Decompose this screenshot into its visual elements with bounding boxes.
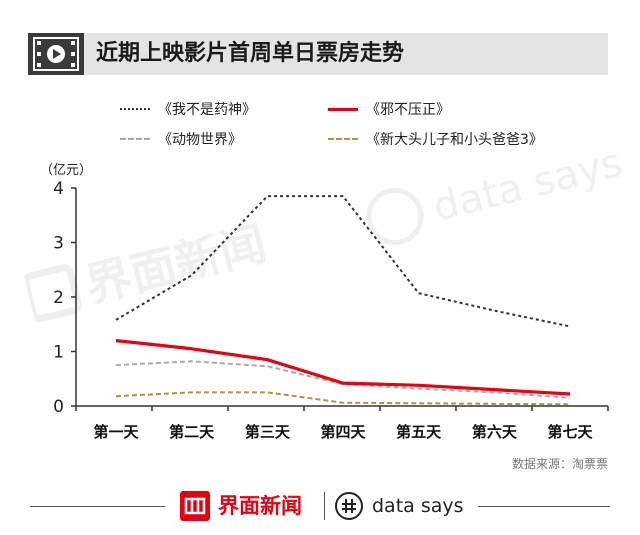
x-tick-label: 第六天 bbox=[472, 423, 518, 441]
footer-brand: 界面新闻 data says bbox=[180, 488, 470, 524]
y-tick-label: 1 bbox=[53, 343, 64, 363]
legend-swatch bbox=[328, 138, 358, 140]
series-line bbox=[115, 195, 571, 328]
legend-label: 《邪不压正》 bbox=[366, 102, 450, 118]
x-tick-label: 第二天 bbox=[169, 423, 215, 441]
legend-item: 《新大头儿子和小头爸爸3》 bbox=[328, 128, 543, 150]
data-source: 数据来源：淘票票 bbox=[511, 457, 608, 471]
film-play-icon bbox=[28, 33, 84, 75]
datasays-logo-icon bbox=[334, 491, 364, 521]
x-tick-label: 第四天 bbox=[320, 423, 366, 441]
brand-name-en: data says bbox=[372, 495, 464, 517]
chart-header: 近期上映影片首周单日票房走势 bbox=[28, 33, 608, 75]
legend-item: 《我不是药神》 bbox=[120, 98, 256, 120]
x-tick-label: 第五天 bbox=[396, 423, 442, 441]
legend-swatch bbox=[328, 107, 358, 111]
y-tick-label: 3 bbox=[53, 234, 64, 254]
legend-label: 《新大头儿子和小头爸爸3》 bbox=[366, 132, 543, 148]
footer-divider-right bbox=[478, 506, 610, 507]
y-axis-label: （亿元） bbox=[40, 163, 92, 178]
brand-name-cn: 界面新闻 bbox=[218, 494, 302, 518]
footer-divider-left bbox=[30, 506, 165, 507]
legend-item: 《邪不压正》 bbox=[328, 98, 450, 120]
legend-swatch bbox=[120, 108, 150, 110]
x-tick-label: 第一天 bbox=[93, 423, 139, 441]
series-line bbox=[115, 391, 571, 406]
brand-separator bbox=[324, 492, 325, 520]
legend-label: 《动物世界》 bbox=[158, 132, 242, 148]
legend-swatch bbox=[120, 138, 150, 140]
x-tick-label: 第七天 bbox=[547, 423, 593, 441]
series-line bbox=[115, 339, 571, 396]
legend-item: 《动物世界》 bbox=[120, 128, 242, 150]
y-tick-label: 0 bbox=[53, 397, 64, 417]
y-tick-label: 2 bbox=[53, 288, 64, 308]
chart-title: 近期上映影片首周单日票房走势 bbox=[96, 41, 405, 66]
jiemian-logo-icon bbox=[180, 491, 210, 521]
legend-label: 《我不是药神》 bbox=[158, 102, 256, 118]
x-tick-label: 第三天 bbox=[245, 423, 291, 441]
y-tick-label: 4 bbox=[53, 179, 64, 199]
chart-legend: 《我不是药神》 《邪不压正》 《动物世界》 《新大头儿子和小头爸爸3》 bbox=[120, 98, 600, 158]
